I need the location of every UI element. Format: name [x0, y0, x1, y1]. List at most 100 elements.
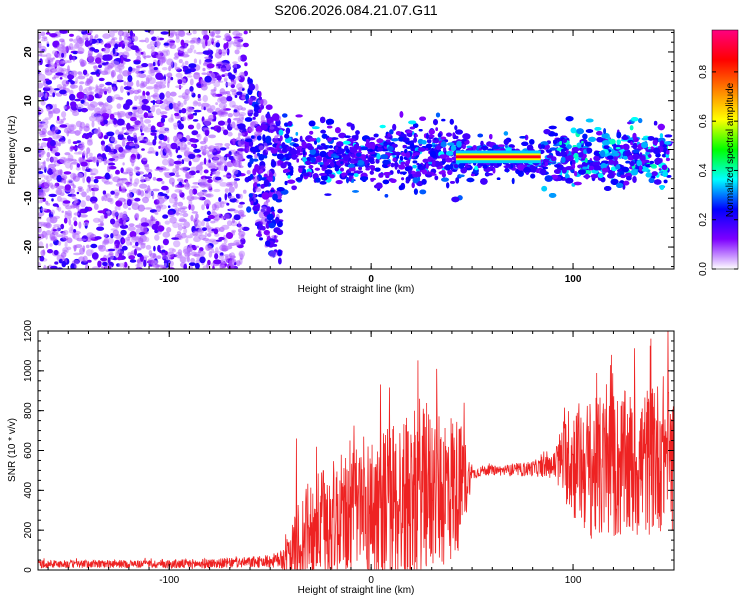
spectrogram-cell — [319, 181, 327, 185]
spectrogram-cell — [445, 150, 454, 156]
spectrogram-cell — [66, 210, 72, 217]
spectrogram-cell — [213, 86, 217, 92]
spectrogram-cell — [115, 247, 121, 255]
spectrogram-cell — [158, 133, 165, 141]
spectrogram-cell — [134, 141, 139, 149]
spectrogram-cell — [278, 129, 284, 136]
spectrogram-cell — [470, 173, 476, 177]
spectrogram-cell — [183, 157, 192, 162]
spectrogram-cell — [50, 265, 58, 269]
spectrogram-cell — [426, 171, 433, 175]
spectrogram-cell — [224, 82, 232, 87]
spectrogram-cell — [413, 188, 418, 195]
spectrogram-cell — [38, 161, 41, 168]
spectrogram-cell — [109, 118, 114, 125]
spectrogram-cell — [155, 108, 162, 116]
spectrogram-cell — [115, 244, 120, 249]
spectrogram-cell — [503, 131, 509, 136]
spectrogram-cell — [434, 137, 437, 141]
spectrogram-cell — [182, 116, 187, 121]
spectrogram-cell — [258, 223, 264, 231]
spectrogram-cell — [224, 193, 228, 201]
spectrogram-cell — [59, 156, 68, 164]
spectrogram-cell — [38, 82, 44, 89]
spectrogram-cell — [125, 129, 133, 135]
spectrogram-cell — [142, 196, 149, 204]
spectrogram-cell — [110, 190, 115, 195]
spectrogram-cell — [253, 196, 257, 203]
spectrogram-cell — [320, 129, 326, 134]
spectrogram-cell — [585, 129, 594, 133]
spectrogram-cell — [76, 91, 85, 100]
spectrogram-cell — [232, 137, 236, 146]
spectrogram-cell — [86, 259, 92, 263]
spectrogram-cell — [593, 155, 601, 161]
spectrogram-cell — [166, 227, 172, 233]
spectrogram-cell — [58, 138, 62, 142]
spectrogram-cell — [103, 158, 108, 166]
spectrogram-cell — [45, 79, 52, 85]
spectrogram-cell — [241, 107, 247, 111]
spectrogram-cell — [183, 147, 190, 152]
spectrogram-cell — [61, 79, 70, 87]
spectrogram-cell — [51, 126, 59, 133]
spectrogram-cell — [239, 132, 245, 136]
spectrogram-cell — [413, 137, 417, 143]
spectrogram-cell — [105, 104, 113, 110]
spectrogram-cell — [120, 229, 127, 236]
spectrogram-cell — [270, 148, 278, 154]
spectrogram-cell — [324, 169, 333, 175]
spectrogram-cell — [306, 156, 311, 163]
spectrogram-cell — [377, 147, 384, 152]
spectrogram-cell — [167, 157, 173, 164]
spectrogram-cell — [92, 266, 100, 269]
spectrogram-cell — [237, 123, 246, 130]
spectrogram-cell — [234, 182, 238, 189]
spectrogram-cell — [45, 175, 53, 182]
spectrogram-cell — [421, 140, 427, 145]
spectrogram-cell — [204, 231, 208, 238]
spectrogram-cell — [370, 167, 376, 171]
spectrogram-cell — [229, 207, 236, 212]
spectrogram-cell — [177, 249, 183, 256]
spectrogram-cell — [154, 229, 159, 234]
spectrogram-cell — [67, 65, 70, 73]
spectrogram-cell — [566, 155, 574, 162]
spectrogram-cell — [296, 158, 300, 163]
spectrogram-cell — [549, 147, 558, 151]
spectrogram-cell — [449, 118, 454, 125]
spectrogram-cell — [596, 131, 603, 136]
spectrogram-cell — [465, 165, 471, 169]
spectrogram-cell — [159, 249, 162, 254]
spectrogram-cell — [399, 155, 404, 161]
spectrogram-cell — [61, 260, 67, 268]
spectrogram-cell — [256, 204, 260, 212]
spectrogram-cell — [566, 144, 572, 150]
spectrogram-cell — [103, 47, 110, 54]
spectrogram-cell — [115, 183, 124, 187]
spectrogram-cell — [154, 234, 160, 241]
spectrogram-cell — [624, 150, 631, 157]
spectrogram-cell — [141, 63, 149, 68]
spectrogram-cell — [200, 80, 207, 88]
spectrogram-cell — [38, 54, 41, 57]
spectrogram-cell — [91, 112, 97, 119]
spectrogram-cell — [123, 81, 127, 86]
spectrogram-cell — [165, 91, 171, 98]
spectrogram-cell — [72, 216, 78, 222]
spectrogram-cell — [199, 141, 207, 145]
spectrogram-cell — [97, 260, 102, 268]
spectrogram-cell — [441, 172, 446, 178]
spectrogram-cell — [651, 171, 658, 177]
spectrogram-cell — [170, 142, 178, 150]
spectrogram-cell — [68, 123, 77, 131]
spectrogram-cell — [213, 228, 219, 235]
spectrogram-cell — [145, 244, 152, 250]
spectrogram-cell — [86, 147, 91, 154]
spectrogram-cell — [183, 221, 191, 229]
spectrogram-cell — [38, 171, 44, 174]
spectrogram-cell — [267, 206, 271, 212]
spectrogram-cell — [175, 209, 180, 217]
spectrogram-cell — [69, 70, 78, 76]
spectrogram-cell — [454, 125, 458, 131]
